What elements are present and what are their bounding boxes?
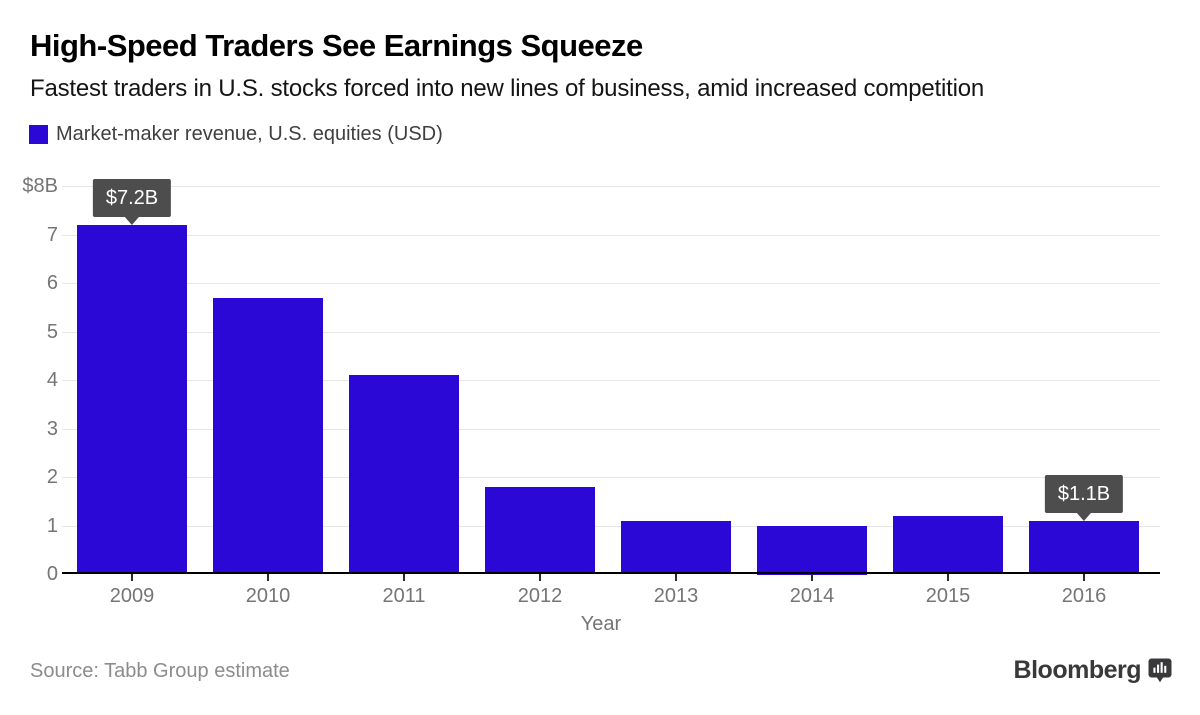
- value-callout-2016: $1.1B: [1044, 475, 1124, 521]
- y-axis-label-3: 3: [46, 418, 58, 440]
- bloomberg-chart-bubble-icon: [1148, 658, 1172, 683]
- y-axis-label-1: 1: [46, 515, 58, 537]
- x-axis-tick-2012: [539, 574, 541, 581]
- legend: Market-maker revenue, U.S. equities (USD…: [29, 123, 443, 146]
- gridline-5: [62, 332, 1160, 333]
- x-axis-label-2009: 2009: [109, 585, 155, 607]
- legend-label: Market-maker revenue, U.S. equities (USD…: [56, 123, 443, 145]
- bar-2014: [757, 526, 867, 575]
- y-axis-label-8B: $8B: [22, 175, 58, 197]
- x-axis-tick-2013: [675, 574, 677, 581]
- x-axis-label-2014: 2014: [789, 585, 835, 607]
- x-axis-label-2015: 2015: [925, 585, 971, 607]
- x-axis-label-2010: 2010: [245, 585, 291, 607]
- bloomberg-logo: Bloomberg: [1014, 656, 1172, 685]
- gridline-8B: [62, 186, 1160, 187]
- gridline-7: [62, 235, 1160, 236]
- gridline-3: [62, 429, 1160, 430]
- y-axis-label-2: 2: [46, 466, 58, 488]
- gridline-4: [62, 380, 1160, 381]
- bar-2012: [485, 487, 595, 574]
- x-axis-baseline: [62, 572, 1160, 574]
- x-axis-tick-2016: [1083, 574, 1085, 581]
- x-axis-label-2016: 2016: [1061, 585, 1107, 607]
- bar-2011: [349, 375, 459, 574]
- x-axis-label-2012: 2012: [517, 585, 563, 607]
- bar-2010: [213, 298, 323, 574]
- x-axis-tick-2014: [811, 574, 813, 581]
- bar-2015: [893, 516, 1003, 574]
- y-axis-label-4: 4: [46, 369, 58, 391]
- bloomberg-wordmark: Bloomberg: [1013, 656, 1142, 684]
- chart-subtitle: Fastest traders in U.S. stocks forced in…: [30, 75, 985, 102]
- bar-2016: [1029, 521, 1139, 574]
- x-axis-title: Year: [580, 613, 622, 635]
- bar-2009: [77, 225, 187, 574]
- x-axis-tick-2011: [403, 574, 405, 581]
- x-axis-label-2011: 2011: [382, 585, 426, 607]
- gridline-6: [62, 283, 1160, 284]
- source-note: Source: Tabb Group estimate: [30, 660, 290, 682]
- x-axis-tick-2010: [267, 574, 269, 581]
- x-axis-label-2013: 2013: [653, 585, 699, 607]
- y-axis-label-6: 6: [46, 272, 58, 294]
- x-axis-tick-2015: [947, 574, 949, 581]
- bar-2013: [621, 521, 731, 574]
- y-axis-label-7: 7: [46, 224, 58, 246]
- gridline-1: [62, 526, 1160, 527]
- value-callout-2009: $7.2B: [92, 179, 172, 225]
- x-axis-tick-2009: [131, 574, 133, 581]
- chart-title: High-Speed Traders See Earnings Squeeze: [30, 28, 643, 63]
- y-axis-label-5: 5: [46, 321, 58, 343]
- legend-swatch-icon: [29, 125, 48, 144]
- y-axis-label-0: 0: [46, 563, 58, 585]
- gridline-2: [62, 477, 1160, 478]
